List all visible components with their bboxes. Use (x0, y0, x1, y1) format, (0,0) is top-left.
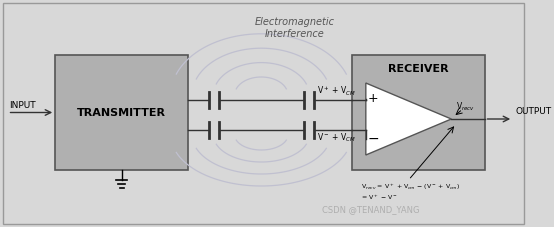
Text: = V$^+$ − V$^-$: = V$^+$ − V$^-$ (361, 193, 398, 202)
Text: Interference: Interference (265, 29, 325, 39)
Text: CSDN @TENAND_YANG: CSDN @TENAND_YANG (322, 205, 419, 215)
Polygon shape (366, 83, 452, 155)
Text: +: + (368, 92, 379, 106)
Text: TRANSMITTER: TRANSMITTER (77, 108, 166, 118)
Text: V$_{recv}$ = V$^+$ + V$_{cm}$ − (V$^-$ + V$_{cm}$): V$_{recv}$ = V$^+$ + V$_{cm}$ − (V$^-$ +… (361, 182, 460, 192)
Text: OUTPUT: OUTPUT (516, 107, 552, 116)
Text: INPUT: INPUT (9, 101, 36, 109)
Text: RECEIVER: RECEIVER (388, 64, 448, 74)
Text: V$^+$ + V$_{CM}$: V$^+$ + V$_{CM}$ (317, 85, 356, 98)
Bar (55, 55, 188, 170)
Text: Electromagnetic: Electromagnetic (254, 17, 335, 27)
Text: −: − (368, 132, 379, 146)
Text: V$^-$ + V$_{CM}$: V$^-$ + V$_{CM}$ (317, 132, 356, 145)
Bar (352, 55, 485, 170)
Text: V$_{recv}$: V$_{recv}$ (456, 101, 475, 113)
